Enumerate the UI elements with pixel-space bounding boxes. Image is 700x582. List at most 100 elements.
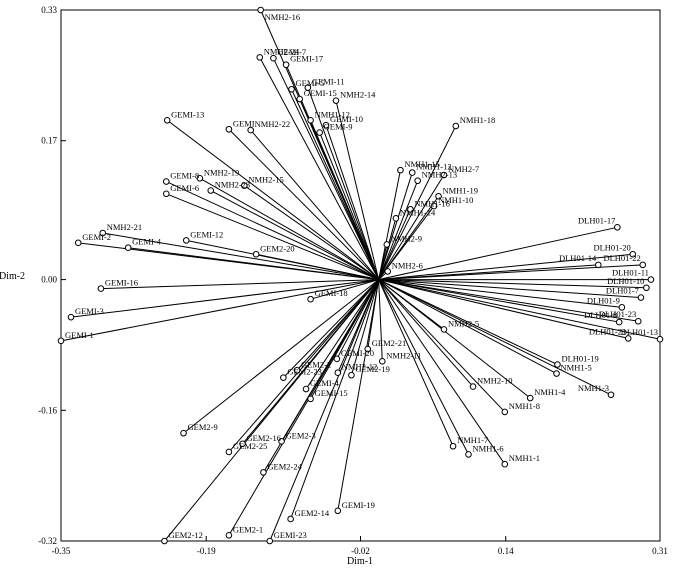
point-label: DLH01-13 — [621, 327, 658, 337]
point-label: NMH2-19 — [204, 167, 239, 177]
y-tick-label: 0.17 — [41, 136, 57, 146]
point-label: DLH01-22 — [603, 253, 640, 263]
point-label: GEMI-19 — [342, 500, 375, 510]
data-point — [348, 371, 355, 379]
point-label: NMH1-15 — [404, 159, 439, 169]
vector-lines — [60, 9, 661, 542]
vector-line — [378, 180, 419, 280]
vector-line — [378, 170, 401, 280]
data-point — [162, 178, 170, 185]
vector-line — [228, 279, 380, 536]
data-point — [260, 469, 267, 476]
data-point — [225, 448, 233, 456]
data-point — [501, 460, 509, 468]
data-point — [333, 355, 341, 363]
data-point — [332, 97, 340, 104]
data-point — [656, 335, 664, 343]
vector-line — [166, 119, 379, 280]
point-label: NMH1-3 — [578, 383, 609, 393]
point-label: NMH2-10 — [477, 376, 512, 386]
data-point — [465, 451, 472, 458]
x-tick-label: -0.02 — [351, 546, 370, 556]
data-point — [97, 285, 105, 292]
point-label: GEMI-9 — [324, 122, 353, 132]
point-label: NMH1-18 — [460, 115, 495, 125]
y-axis-title: Dim-2 — [0, 271, 25, 282]
vector-line — [350, 279, 380, 376]
data-point — [278, 438, 285, 445]
y-tick-label: 0.33 — [41, 5, 57, 15]
data-points — [57, 6, 664, 545]
data-point — [287, 515, 294, 523]
point-label: GEMI-6 — [170, 183, 199, 193]
vector-line — [378, 174, 445, 280]
vector-line — [183, 279, 379, 434]
data-point — [614, 224, 621, 231]
point-label: NMH1-19 — [443, 185, 478, 195]
point-label: GEM2-3 — [286, 430, 316, 440]
point-label: NMH1-5 — [561, 363, 592, 373]
data-point — [501, 408, 509, 416]
vector-line — [378, 279, 620, 323]
vector-line — [378, 279, 629, 339]
vector-line — [378, 172, 413, 280]
vector-line — [310, 120, 380, 280]
point-label: DLH01-20 — [593, 242, 630, 252]
vector-line — [291, 89, 380, 280]
data-point — [384, 268, 392, 275]
data-point — [440, 171, 448, 179]
data-point — [383, 241, 391, 248]
point-label: GEM2-23 — [287, 367, 321, 377]
vector-line — [378, 279, 647, 289]
point-label: DLH01-10 — [607, 276, 644, 286]
data-point — [634, 317, 642, 325]
data-point — [252, 250, 260, 258]
point-label: GEMI-8 — [170, 171, 199, 181]
point-label: GEMI-20 — [341, 348, 374, 358]
data-point — [615, 318, 623, 326]
data-point — [637, 294, 645, 301]
data-point — [180, 429, 187, 437]
vector-line — [305, 279, 380, 390]
point-label: NMH2-15 — [248, 175, 283, 185]
vector-line — [272, 57, 380, 280]
x-tick-label: -0.19 — [197, 546, 216, 556]
point-label: NMH2-9 — [391, 233, 422, 243]
data-point — [430, 202, 438, 210]
point-label: NMH2-23 — [215, 180, 250, 190]
vector-line — [378, 279, 454, 447]
data-point — [392, 215, 400, 222]
vector-line — [378, 279, 622, 308]
point-label: NMH2-14 — [340, 90, 376, 100]
vector-line — [290, 279, 380, 520]
point-label: GEMI-4 — [132, 237, 162, 247]
data-point — [302, 385, 310, 393]
point-label: NMH1-7 — [457, 435, 488, 445]
data-point — [282, 61, 290, 69]
data-point — [554, 361, 561, 368]
point-label: GEMI — [233, 118, 255, 128]
vector-line — [244, 185, 379, 280]
data-point — [256, 54, 264, 61]
data-point — [594, 261, 602, 269]
vector-line — [378, 244, 388, 280]
data-point — [124, 244, 132, 252]
point-label: NMH2-5 — [448, 318, 479, 328]
point-label: NMH1-6 — [473, 443, 504, 453]
point-label: GEMI-15 — [304, 88, 337, 98]
point-label: DLH01-11 — [612, 268, 649, 278]
vector-line — [325, 125, 380, 280]
point-label: NMH1-4 — [534, 387, 566, 397]
vector-line — [378, 279, 469, 455]
data-point — [74, 239, 82, 247]
point-label: NMH1-16 — [414, 198, 449, 208]
data-point — [639, 261, 647, 269]
vector-line — [199, 177, 379, 281]
point-label: DLH01-21 — [589, 326, 626, 336]
vector-line — [378, 279, 639, 322]
vector-line — [269, 279, 380, 542]
point-label: NMH2-7 — [448, 164, 479, 174]
data-point — [408, 169, 416, 176]
point-label: GEMI-18 — [315, 288, 348, 298]
